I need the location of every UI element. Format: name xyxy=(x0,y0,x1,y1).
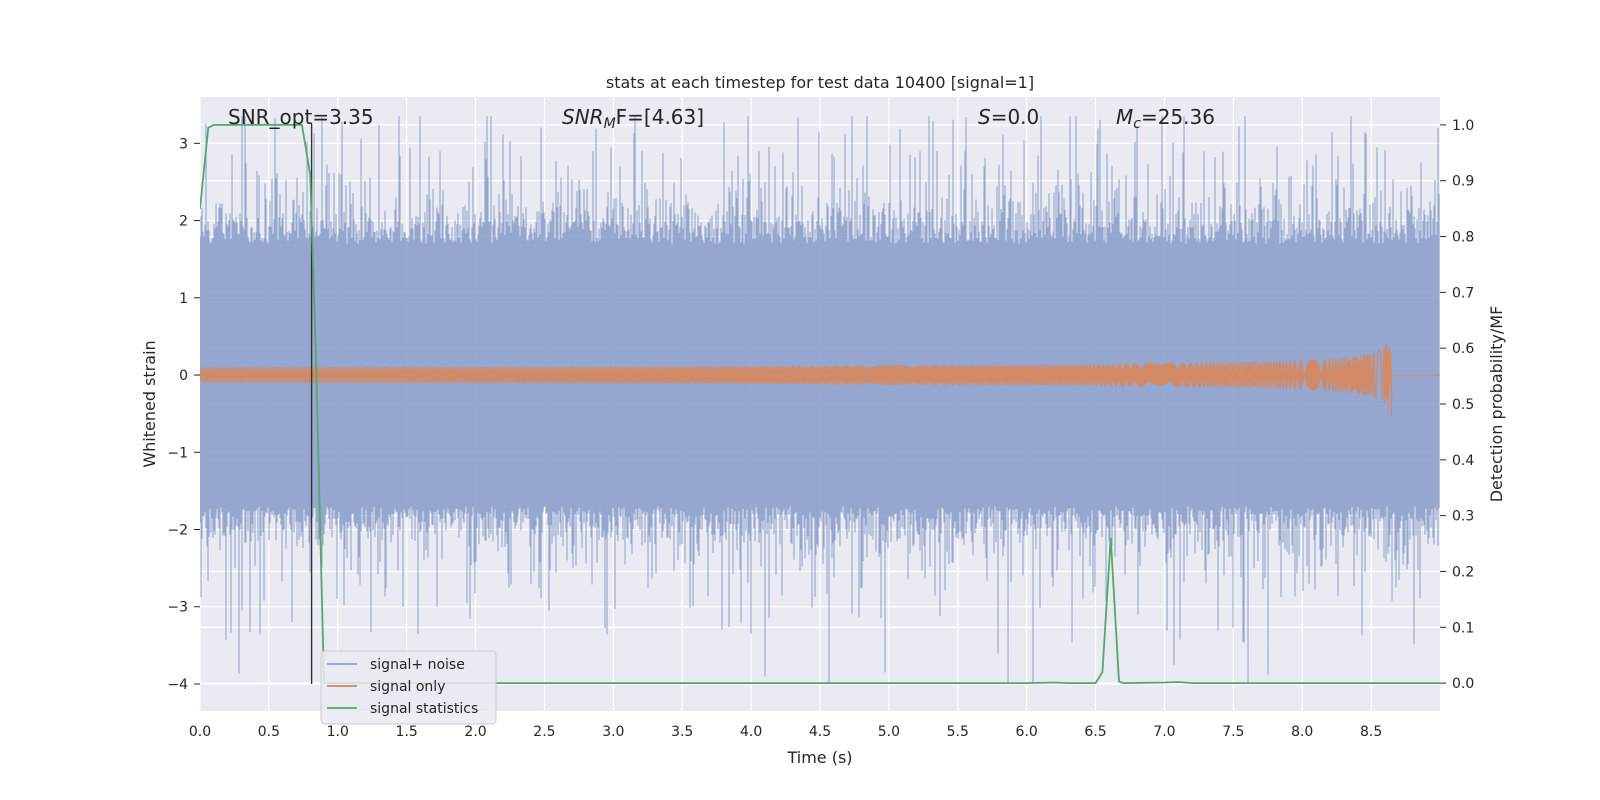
y-tick-label: −2 xyxy=(167,523,188,539)
annotation-snr-opt: SNR_opt=3.35 xyxy=(228,105,374,129)
y-right-tick-label: 0.2 xyxy=(1452,564,1474,580)
y-tick-label: −3 xyxy=(167,600,188,616)
y-axis-left-label: Whitened strain xyxy=(140,340,159,467)
y-tick-label: −1 xyxy=(167,445,188,461)
x-tick-label: 7.5 xyxy=(1222,724,1244,740)
x-axis-ticks: 0.0 0.5 1.0 1.5 2.0 2.5 3.0 3.5 4.0 4.5 5.0 5.5 6.0 6… xyxy=(189,724,1382,740)
x-tick-label: 3.0 xyxy=(602,724,624,740)
x-tick-label: 1.5 xyxy=(396,724,418,740)
y-right-tick-label: 0.0 xyxy=(1452,676,1474,692)
legend: signal+ noise signal only signal statist… xyxy=(320,650,497,725)
legend-label-noise: signal+ noise xyxy=(370,657,465,673)
x-tick-label: 2.0 xyxy=(464,724,486,740)
x-tick-label: 3.5 xyxy=(671,724,693,740)
y-right-tick-label: 0.3 xyxy=(1452,509,1474,525)
y-tick-label: 3 xyxy=(179,136,188,152)
x-tick-label: 8.0 xyxy=(1291,724,1313,740)
y-right-tick-label: 0.1 xyxy=(1452,620,1474,636)
legend-label-signal: signal only xyxy=(370,679,445,695)
y-right-tick-label: 0.8 xyxy=(1452,230,1474,246)
y-tick-label: 0 xyxy=(179,368,188,384)
x-tick-label: 7.0 xyxy=(1153,724,1175,740)
x-tick-label: 1.0 xyxy=(327,724,349,740)
y-right-tick-label: 0.5 xyxy=(1452,397,1474,413)
y-right-tick-label: 0.6 xyxy=(1452,341,1474,357)
x-tick-label: 4.5 xyxy=(809,724,831,740)
y-right-tick-label: 0.7 xyxy=(1452,285,1474,301)
y-tick-label: 2 xyxy=(179,214,188,230)
y-tick-label: 1 xyxy=(179,291,188,307)
y-right-tick-label: 0.9 xyxy=(1452,174,1474,190)
x-tick-label: 4.0 xyxy=(740,724,762,740)
series-signal xyxy=(200,344,1440,417)
x-tick-label: 6.5 xyxy=(1084,724,1106,740)
annotation-mc: Mc=25.36 xyxy=(1116,105,1215,132)
legend-label-stats: signal statistics xyxy=(370,701,478,717)
x-tick-label: 6.0 xyxy=(1016,724,1038,740)
x-tick-label: 0.0 xyxy=(189,724,211,740)
y-tick-label: −4 xyxy=(167,677,188,693)
x-tick-label: 2.5 xyxy=(533,724,555,740)
legend-box xyxy=(320,650,497,725)
x-tick-label: 5.0 xyxy=(878,724,900,740)
series-stats xyxy=(200,124,1440,684)
x-tick-label: 0.5 xyxy=(258,724,280,740)
y-right-tick-label: 1.0 xyxy=(1452,118,1474,134)
chart-title: stats at each timestep for test data 104… xyxy=(606,73,1034,92)
annotation-snr-mf: SNRMF=[4.63] xyxy=(562,105,704,132)
y-right-tick-label: 0.4 xyxy=(1452,453,1474,469)
y-axis-right-ticks: 1.0 0.9 0.8 0.7 0.6 0.5 0.4 0.3 0.2 0.1 0.0 xyxy=(1440,118,1474,692)
x-axis-label: Time (s) xyxy=(786,748,852,767)
y-axis-left-ticks: 3 2 1 0 −1 −2 −3 −4 xyxy=(167,136,200,693)
annotation-s: S=0.0 xyxy=(978,105,1039,129)
x-tick-label: 8.5 xyxy=(1360,724,1382,740)
x-tick-label: 5.5 xyxy=(947,724,969,740)
y-axis-right-label: Detection probability/MF xyxy=(1487,306,1506,503)
